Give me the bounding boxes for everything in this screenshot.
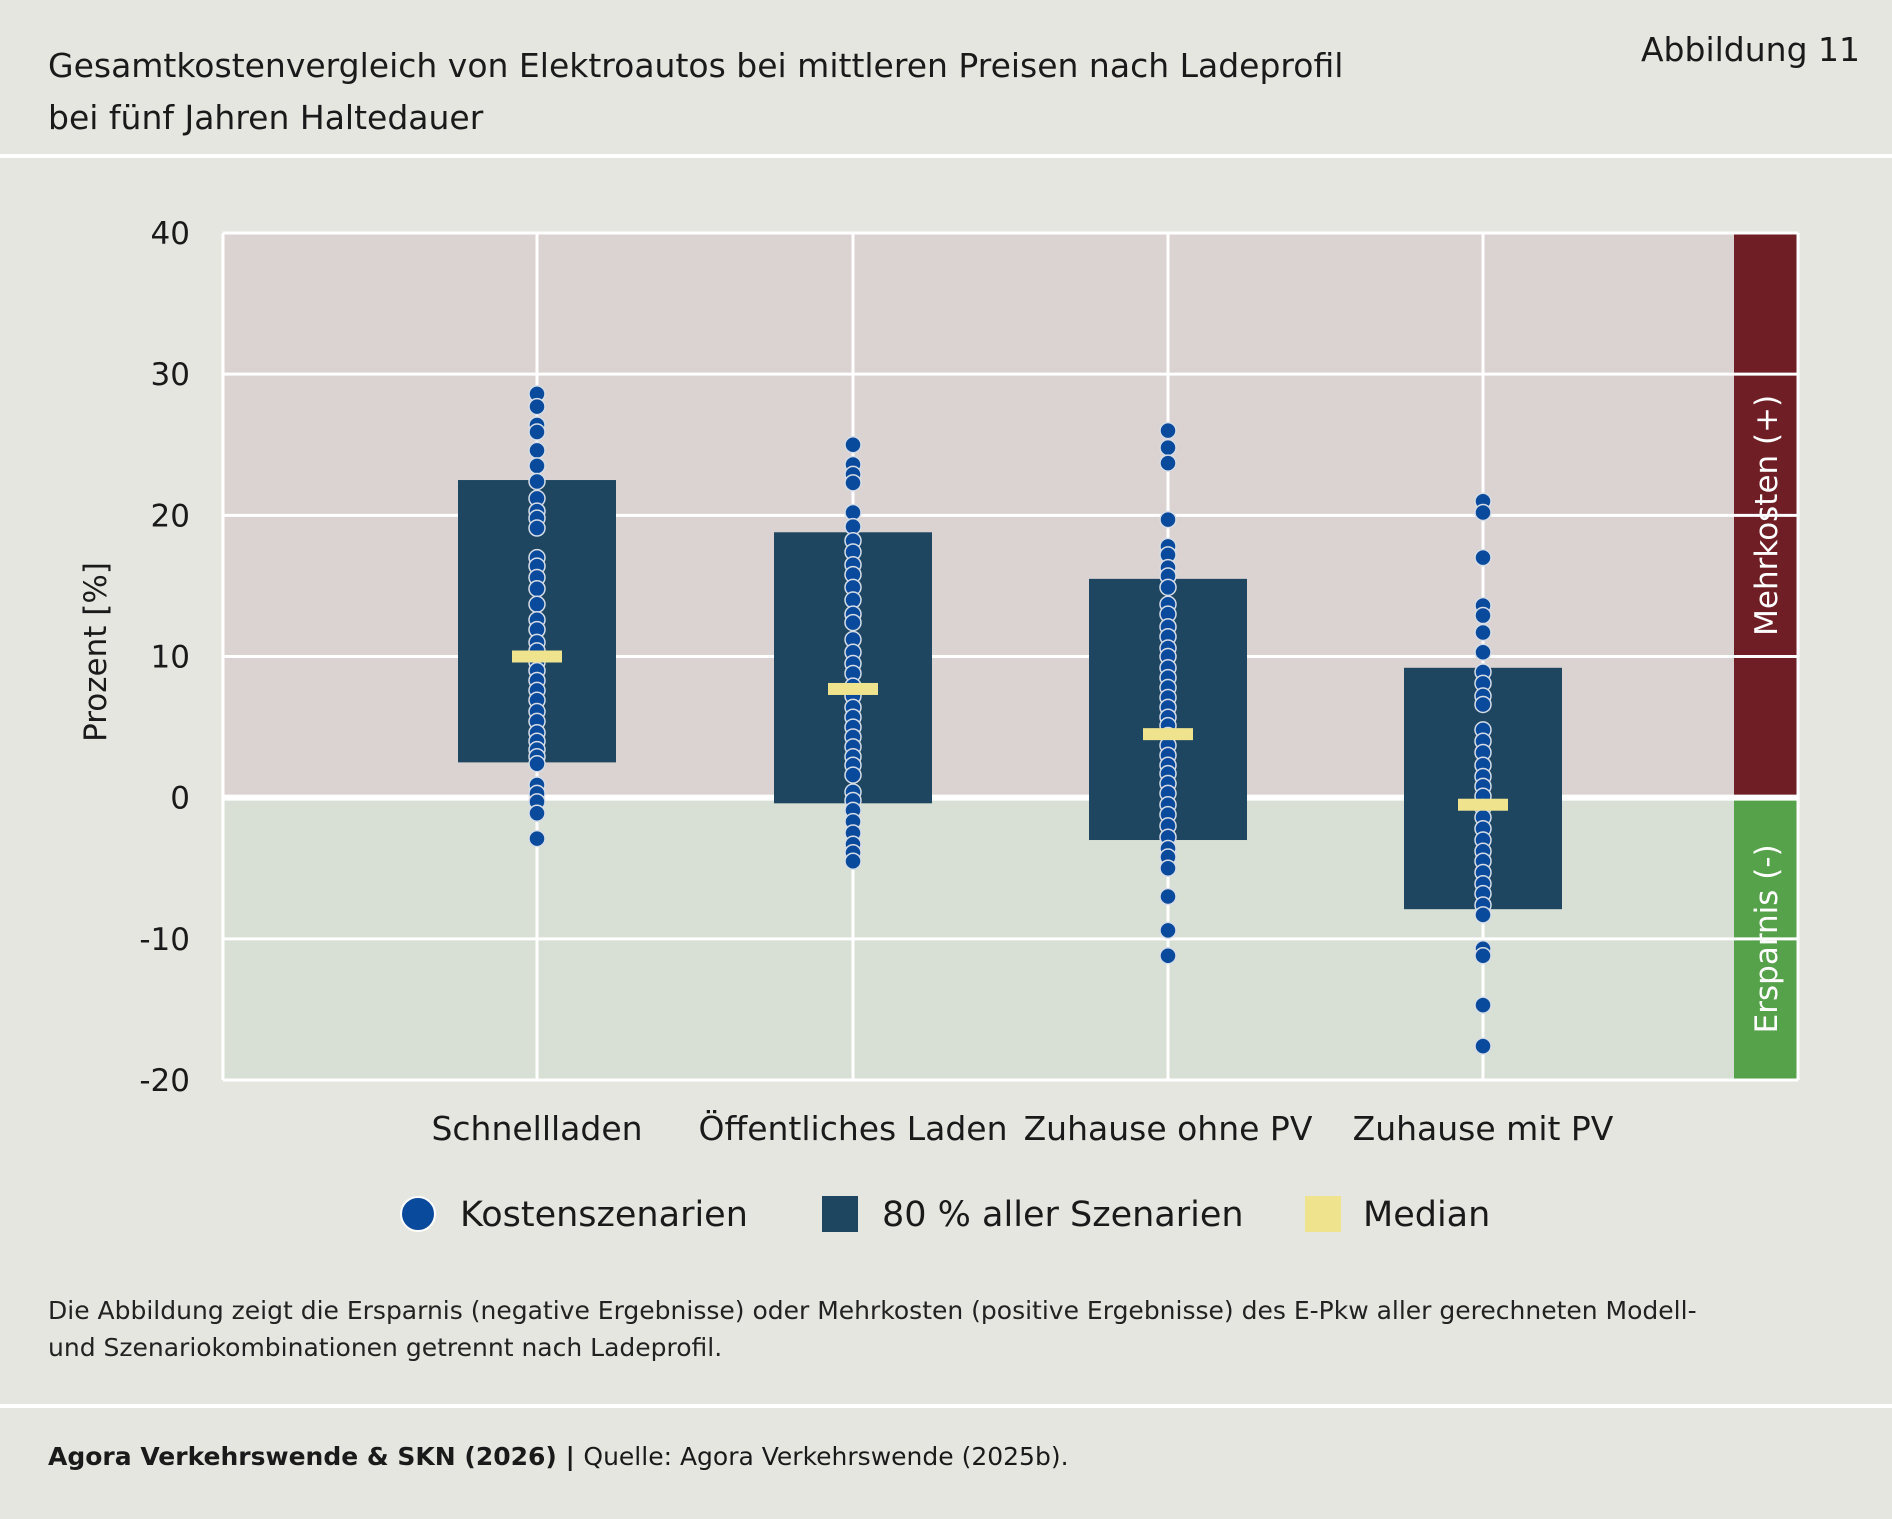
footer-source: Quelle: Agora Verkehrswende (2025b). xyxy=(583,1442,1069,1471)
scenario-point xyxy=(528,579,546,598)
y-tick-label: 40 xyxy=(151,216,190,252)
scenario-point xyxy=(1159,510,1177,529)
divider xyxy=(0,154,1892,158)
chart-title: Gesamtkostenvergleich von Elektroautos b… xyxy=(48,40,1548,144)
figure-label: Abbildung 11 xyxy=(1640,30,1860,69)
legend-label: 80 % aller Szenarien xyxy=(882,1195,1244,1235)
legend-label: Median xyxy=(1363,1195,1490,1235)
median-marker xyxy=(1458,798,1508,811)
scenario-point xyxy=(1159,454,1177,472)
scenario-point xyxy=(528,423,546,441)
chart-note: Die Abbildung zeigt die Ersparnis (negat… xyxy=(48,1292,1868,1366)
scenario-point xyxy=(1159,578,1177,597)
y-tick-label: -20 xyxy=(139,1063,190,1099)
median-marker xyxy=(828,682,878,695)
scenario-point xyxy=(1159,421,1177,440)
y-tick-label: 20 xyxy=(151,498,190,534)
y-tick-label: 10 xyxy=(151,640,190,676)
scenario-point xyxy=(844,474,862,492)
scenario-point xyxy=(528,829,546,848)
scenario-point xyxy=(844,436,862,454)
scenario-point xyxy=(844,766,862,784)
scenario-point xyxy=(844,613,862,632)
ersparnis-label: Ersparnis (-) xyxy=(1749,844,1785,1033)
scenario-point xyxy=(1159,438,1177,457)
scenario-point xyxy=(528,457,546,475)
footer-credit: Agora Verkehrswende & SKN (2026) xyxy=(48,1442,557,1471)
legend-point-icon xyxy=(400,1196,436,1232)
note-line-2: und Szenariokombinationen getrennt nach … xyxy=(48,1333,723,1362)
scenario-point xyxy=(1474,1037,1492,1055)
y-tick-label: -10 xyxy=(139,922,190,958)
legend-median-icon xyxy=(1305,1196,1341,1232)
scenario-point xyxy=(528,441,546,460)
mehrkosten-label: Mehrkosten (+) xyxy=(1749,395,1785,636)
divider xyxy=(0,1404,1892,1408)
title-line-1: Gesamtkostenvergleich von Elektroautos b… xyxy=(48,46,1344,85)
scenario-point xyxy=(528,472,546,491)
median-marker xyxy=(512,650,562,663)
scenario-point xyxy=(1159,947,1177,965)
scenario-point xyxy=(1159,859,1177,877)
y-tick-label: 30 xyxy=(151,357,190,393)
scenario-point xyxy=(1474,548,1492,567)
scenario-point xyxy=(1474,695,1492,714)
scenario-point xyxy=(1474,623,1492,642)
median-marker xyxy=(1143,728,1193,741)
x-tick-label: Zuhause mit PV xyxy=(1353,1109,1614,1148)
scenario-point xyxy=(528,595,546,614)
scenario-point xyxy=(528,755,546,773)
legend-label: Kostenszenarien xyxy=(460,1195,748,1235)
note-line-1: Die Abbildung zeigt die Ersparnis (negat… xyxy=(48,1296,1697,1325)
footer: Agora Verkehrswende & SKN (2026) | Quell… xyxy=(48,1442,1069,1471)
y-tick-label: 0 xyxy=(170,781,190,817)
scenario-point xyxy=(1474,643,1492,662)
scenario-point xyxy=(528,397,546,416)
scenario-point xyxy=(1474,906,1492,924)
scenario-point xyxy=(1474,947,1492,965)
scenario-point xyxy=(528,804,546,822)
x-tick-label: Öffentliches Laden xyxy=(698,1108,1007,1148)
footer-separator: | xyxy=(556,1442,584,1471)
x-tick-label: Schnellladen xyxy=(431,1109,642,1148)
scenario-point xyxy=(1474,503,1492,522)
legend-range-icon xyxy=(822,1196,858,1232)
scenario-point xyxy=(1159,921,1177,940)
scenario-point xyxy=(528,519,546,537)
scenario-point xyxy=(844,852,862,870)
scenario-point xyxy=(1159,887,1177,906)
y-axis-label: Prozent [%] xyxy=(78,562,114,742)
x-tick-label: Zuhause ohne PV xyxy=(1024,1109,1313,1148)
scenario-point xyxy=(1474,606,1492,625)
scenario-point xyxy=(1474,996,1492,1014)
title-line-2: bei fünf Jahren Haltedauer xyxy=(48,98,484,137)
